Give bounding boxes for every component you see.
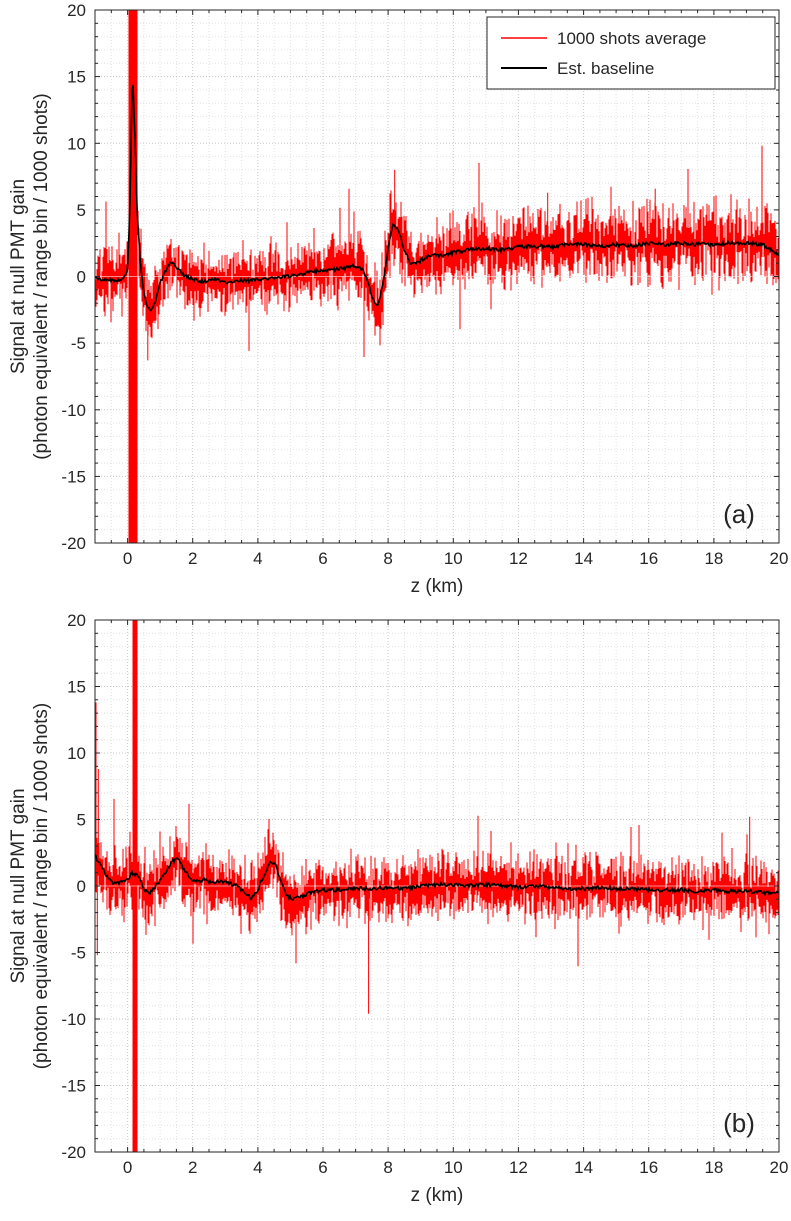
series-est-baseline xyxy=(95,84,779,312)
chart-panel-a: 0 2 4 6 8 10 12 14 16 18 20 -20 -15 -10 -5 0 5 10 15 20 z (k… xyxy=(8,1,789,597)
svg-text:-15: -15 xyxy=(61,1077,86,1096)
legend-entry-label: 1000 shots average xyxy=(557,29,706,48)
svg-text:-10: -10 xyxy=(61,401,86,420)
svg-text:18: 18 xyxy=(704,549,723,568)
panel-label: (a) xyxy=(723,499,755,529)
svg-text:10: 10 xyxy=(67,744,86,763)
svg-text:12: 12 xyxy=(509,549,528,568)
svg-text:5: 5 xyxy=(77,201,86,220)
svg-text:2: 2 xyxy=(188,1158,197,1177)
minor-grid xyxy=(94,10,779,543)
x-axis-label: z (km) xyxy=(411,576,464,597)
svg-text:0: 0 xyxy=(123,549,132,568)
svg-text:18: 18 xyxy=(704,1158,723,1177)
svg-text:-15: -15 xyxy=(61,467,86,486)
svg-text:16: 16 xyxy=(639,549,658,568)
svg-text:15: 15 xyxy=(67,68,86,87)
svg-text:0: 0 xyxy=(77,268,86,287)
svg-text:8: 8 xyxy=(383,1158,392,1177)
svg-text:20: 20 xyxy=(770,549,789,568)
svg-text:14: 14 xyxy=(574,549,593,568)
svg-text:4: 4 xyxy=(253,549,262,568)
svg-text:-10: -10 xyxy=(61,1010,86,1029)
y-axis-label-line1: Signal at null PMT gain xyxy=(8,179,29,374)
legend-entry-label: Est. baseline xyxy=(557,59,654,78)
y-axis-label-line1: Signal at null PMT gain xyxy=(8,788,29,983)
svg-text:14: 14 xyxy=(574,1158,593,1177)
svg-text:12: 12 xyxy=(509,1158,528,1177)
x-tick-labels: 0 2 4 6 8 10 12 14 16 18 20 xyxy=(123,1158,789,1177)
svg-text:16: 16 xyxy=(639,1158,658,1177)
svg-text:10: 10 xyxy=(444,1158,463,1177)
svg-text:20: 20 xyxy=(67,611,86,630)
svg-text:10: 10 xyxy=(67,134,86,153)
svg-text:6: 6 xyxy=(318,549,327,568)
svg-text:20: 20 xyxy=(770,1158,789,1177)
svg-text:-5: -5 xyxy=(71,944,86,963)
svg-text:8: 8 xyxy=(383,549,392,568)
svg-text:0: 0 xyxy=(77,877,86,896)
y-tick-labels: -20 -15 -10 -5 0 5 10 15 20 xyxy=(61,611,86,1162)
legend: 1000 shots average Est. baseline xyxy=(486,16,776,90)
legend-box xyxy=(486,16,776,90)
svg-text:4: 4 xyxy=(253,1158,262,1177)
svg-text:15: 15 xyxy=(67,678,86,697)
panel-label: (b) xyxy=(723,1108,755,1138)
svg-text:6: 6 xyxy=(318,1158,327,1177)
x-tick-labels: 0 2 4 6 8 10 12 14 16 18 20 xyxy=(123,549,789,568)
x-axis-label: z (km) xyxy=(411,1185,464,1206)
svg-text:-20: -20 xyxy=(61,1143,86,1162)
y-axis-label-line2: (photon equivalent / range bin / 1000 sh… xyxy=(31,703,52,1070)
svg-text:20: 20 xyxy=(67,1,86,20)
series-est-baseline xyxy=(95,853,779,901)
svg-text:-20: -20 xyxy=(61,534,86,553)
svg-text:2: 2 xyxy=(188,549,197,568)
tick-marks xyxy=(94,9,780,544)
tick-marks xyxy=(94,619,780,1153)
svg-text:10: 10 xyxy=(444,549,463,568)
chart-panel-b: 0 2 4 6 8 10 12 14 16 18 20 -20 -15 -10 -5 0 5 10 15 20 z (k… xyxy=(8,611,789,1206)
y-tick-labels: -20 -15 -10 -5 0 5 10 15 20 xyxy=(61,1,86,553)
svg-text:-5: -5 xyxy=(71,334,86,353)
y-axis-label-line2: (photon equivalent / range bin / 1000 sh… xyxy=(31,93,52,460)
svg-text:5: 5 xyxy=(77,811,86,830)
svg-text:0: 0 xyxy=(123,1158,132,1177)
